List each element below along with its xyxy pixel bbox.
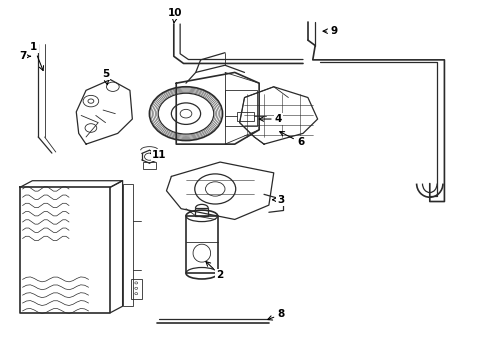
Text: 5: 5 (102, 69, 109, 85)
Bar (142, 162, 156, 169)
Text: 1: 1 (30, 42, 43, 71)
Text: 4: 4 (259, 114, 282, 124)
Bar (224, 90, 256, 126)
Text: 11: 11 (150, 150, 166, 160)
Bar (122, 184, 133, 306)
Text: 9: 9 (323, 26, 337, 36)
Bar (195, 208, 208, 216)
Text: 3: 3 (272, 195, 284, 205)
Text: 10: 10 (168, 8, 182, 23)
Text: 6: 6 (279, 132, 304, 147)
Text: 8: 8 (267, 310, 284, 320)
Bar (185, 216, 217, 273)
Text: 2: 2 (205, 262, 224, 280)
Bar (237, 112, 254, 121)
Text: 7: 7 (19, 51, 30, 61)
Bar (131, 279, 142, 299)
